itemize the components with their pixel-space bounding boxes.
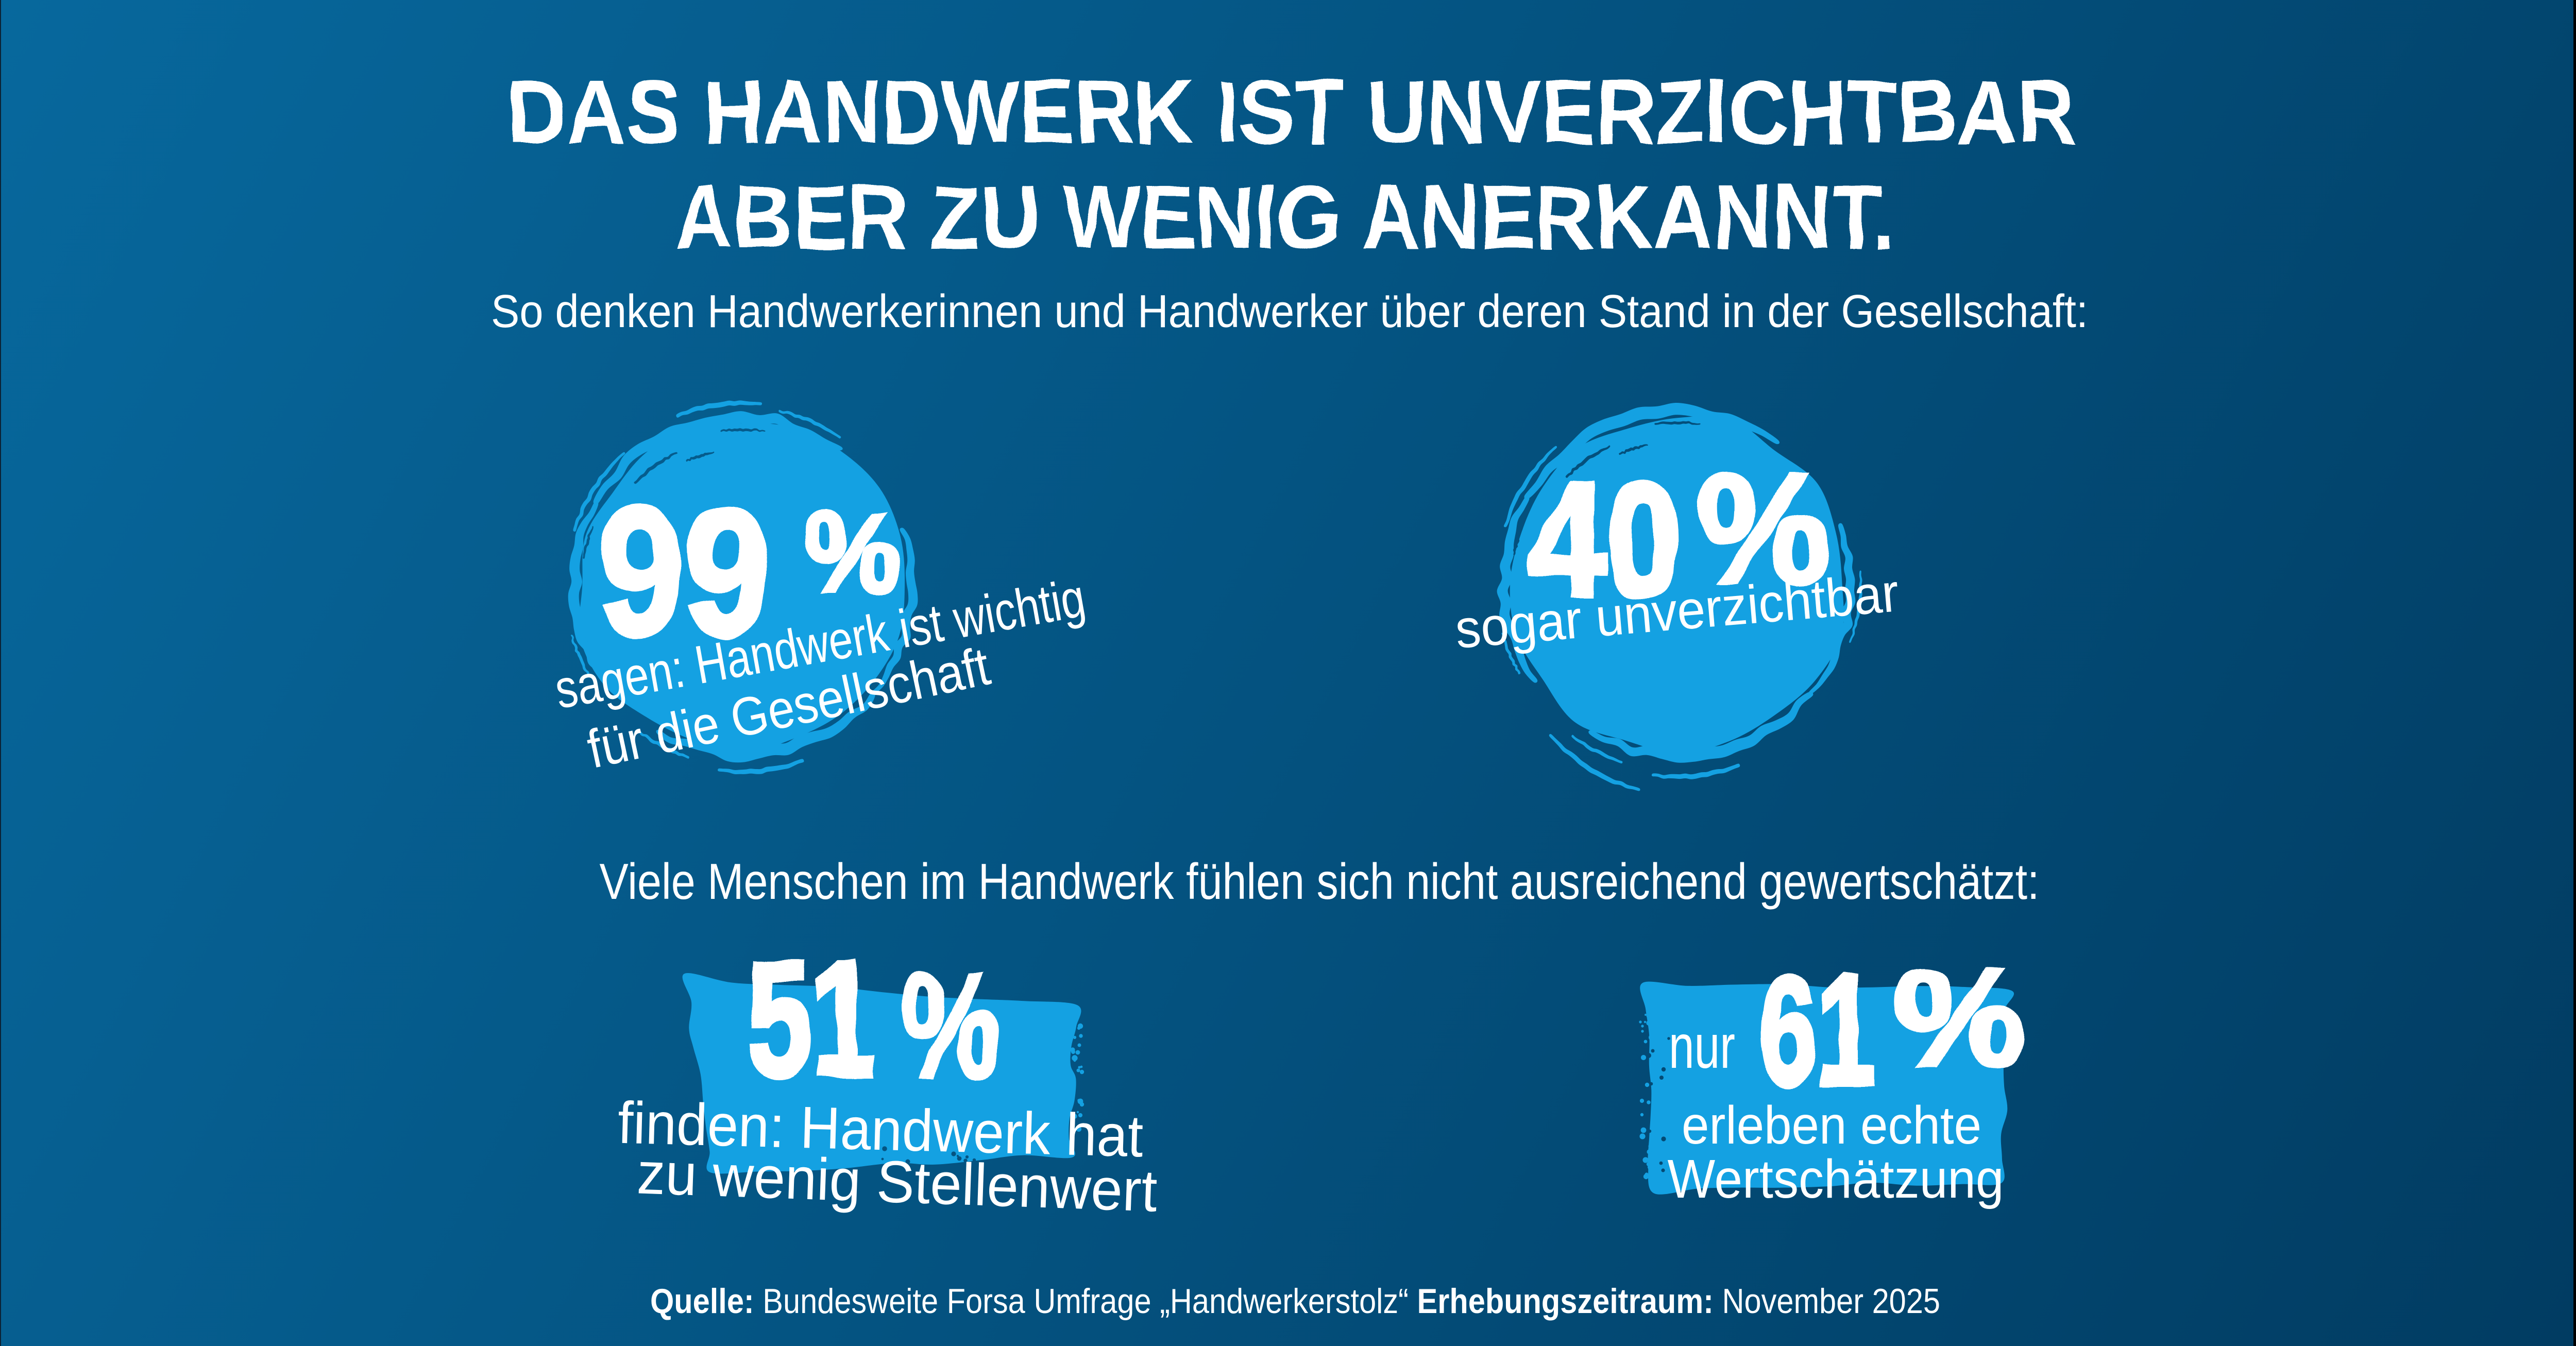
svg-text:61: 61 bbox=[1758, 943, 1875, 1116]
svg-text:51: 51 bbox=[748, 926, 876, 1110]
svg-text:Quelle: Bundesweite Forsa Umfr: Quelle: Bundesweite Forsa Umfrage „Handw… bbox=[650, 1282, 1940, 1321]
svg-text:nur: nur bbox=[1669, 1011, 1735, 1081]
svg-text:Viele Menschen im Handwerk füh: Viele Menschen im Handwerk fühlen sich n… bbox=[600, 853, 2040, 910]
svg-text:%: % bbox=[901, 942, 1000, 1110]
svg-text:erleben echte: erleben echte bbox=[1682, 1096, 1981, 1155]
svg-text:finden: Handwerk hat: finden: Handwerk hat bbox=[617, 1090, 1144, 1170]
svg-text:99: 99 bbox=[598, 471, 770, 672]
svg-text:%: % bbox=[1696, 441, 1831, 615]
svg-text:Wertschätzung: Wertschätzung bbox=[1668, 1149, 2004, 1209]
svg-text:%: % bbox=[1894, 942, 2027, 1094]
svg-text:%: % bbox=[804, 489, 902, 616]
svg-text:40: 40 bbox=[1529, 448, 1682, 631]
svg-text:So denken Handwerkerinnen und: So denken Handwerkerinnen und Handwerker… bbox=[491, 286, 2088, 337]
svg-text:ABER ZU WENIG ANERKANNT.: ABER ZU WENIG ANERKANNT. bbox=[674, 167, 1896, 268]
svg-text:DAS HANDWERK IST UNVERZICHTBAR: DAS HANDWERK IST UNVERZICHTBAR bbox=[507, 62, 2076, 163]
